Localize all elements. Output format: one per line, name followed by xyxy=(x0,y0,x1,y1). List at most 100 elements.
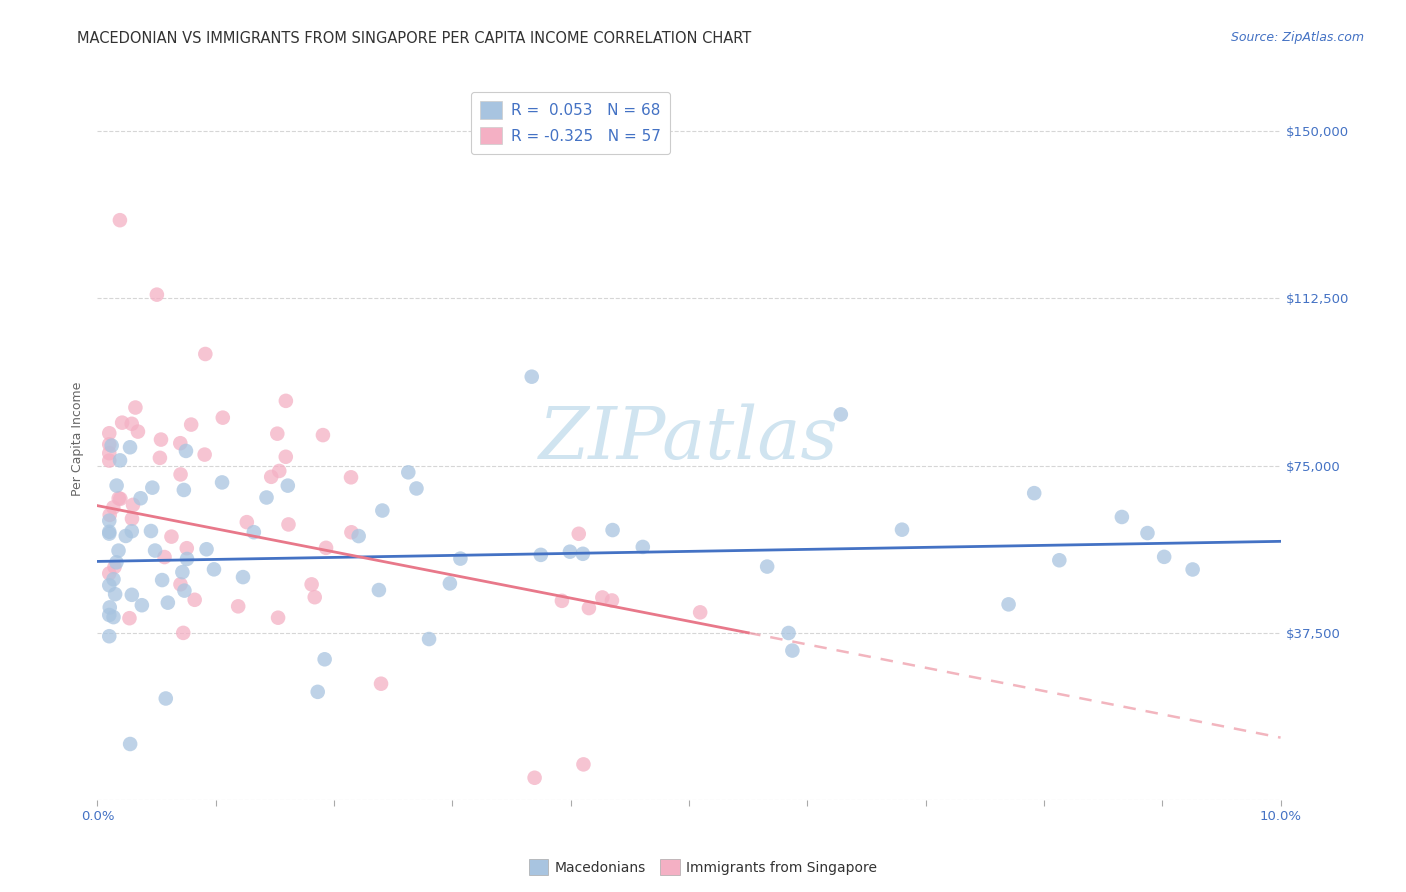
Point xyxy=(98,508,121,522)
Point xyxy=(118,611,141,625)
Point xyxy=(114,529,136,543)
Point xyxy=(131,598,153,612)
Point xyxy=(602,523,624,537)
Point xyxy=(315,541,337,555)
Point xyxy=(277,478,299,492)
Point xyxy=(105,478,128,492)
Point xyxy=(183,592,205,607)
Point xyxy=(98,437,121,451)
Point xyxy=(340,525,363,540)
Point xyxy=(194,448,217,462)
Point xyxy=(100,439,122,453)
Point xyxy=(891,523,914,537)
Point xyxy=(347,529,370,543)
Point xyxy=(194,347,217,361)
Point xyxy=(156,596,179,610)
Point xyxy=(121,512,143,526)
Point xyxy=(418,632,440,646)
Point xyxy=(107,491,129,506)
Point xyxy=(340,470,363,484)
Point xyxy=(195,542,218,557)
Point xyxy=(756,559,779,574)
Point xyxy=(1153,549,1175,564)
Point xyxy=(405,482,427,496)
Point xyxy=(232,570,254,584)
Text: Source: ZipAtlas.com: Source: ZipAtlas.com xyxy=(1230,31,1364,45)
Point xyxy=(150,573,173,587)
Point xyxy=(631,540,654,554)
Point xyxy=(124,401,146,415)
Point xyxy=(371,503,394,517)
Point xyxy=(121,417,143,431)
Point xyxy=(98,453,121,467)
Y-axis label: Per Capita Income: Per Capita Income xyxy=(72,382,84,496)
Point xyxy=(118,440,141,454)
Point xyxy=(105,555,128,569)
Point xyxy=(439,576,461,591)
Point xyxy=(98,524,121,539)
Point xyxy=(370,676,392,690)
Point xyxy=(211,410,233,425)
Point xyxy=(277,517,299,532)
Point xyxy=(578,601,600,615)
Point xyxy=(449,551,471,566)
Point xyxy=(176,552,198,566)
Point xyxy=(307,685,329,699)
Point xyxy=(1111,510,1133,524)
Point xyxy=(98,526,121,541)
Point xyxy=(155,691,177,706)
Point xyxy=(274,450,297,464)
Point xyxy=(778,626,800,640)
Point xyxy=(1047,553,1070,567)
Point xyxy=(169,577,191,591)
Point xyxy=(1181,562,1204,576)
Point xyxy=(121,588,143,602)
Point xyxy=(169,467,191,482)
Text: MACEDONIAN VS IMMIGRANTS FROM SINGAPORE PER CAPITA INCOME CORRELATION CHART: MACEDONIAN VS IMMIGRANTS FROM SINGAPORE … xyxy=(77,31,752,46)
Point xyxy=(173,583,195,598)
Point xyxy=(143,543,166,558)
Point xyxy=(782,643,804,657)
Point xyxy=(149,450,172,465)
Point xyxy=(98,600,121,615)
Point xyxy=(98,578,121,592)
Point xyxy=(104,587,127,601)
Point xyxy=(108,213,131,227)
Point xyxy=(1136,526,1159,541)
Legend: R =  0.053   N = 68, R = -0.325   N = 57: R = 0.053 N = 68, R = -0.325 N = 57 xyxy=(471,92,671,153)
Point xyxy=(202,562,225,576)
Point xyxy=(830,408,852,422)
Point xyxy=(103,560,125,574)
Point xyxy=(139,524,162,538)
Point xyxy=(591,591,613,605)
Point xyxy=(367,582,389,597)
Point xyxy=(174,444,197,458)
Point xyxy=(256,491,278,505)
Point xyxy=(520,369,543,384)
Point xyxy=(107,543,129,558)
Point xyxy=(120,737,142,751)
Point xyxy=(530,548,553,562)
Point xyxy=(150,433,173,447)
Point xyxy=(103,500,125,515)
Point xyxy=(103,572,125,586)
Point xyxy=(568,526,591,541)
Point xyxy=(98,426,121,441)
Point xyxy=(110,491,132,506)
Point xyxy=(160,530,183,544)
Point xyxy=(146,287,169,301)
Point xyxy=(274,393,297,408)
Point xyxy=(269,464,291,478)
Point xyxy=(129,491,152,506)
Point xyxy=(314,652,336,666)
Point xyxy=(267,610,290,624)
Point xyxy=(260,470,283,484)
Point xyxy=(121,524,143,539)
Point xyxy=(301,577,323,591)
Point xyxy=(180,417,202,432)
Point xyxy=(108,453,131,467)
Point xyxy=(98,566,121,581)
Point xyxy=(396,466,419,480)
Point xyxy=(558,544,581,558)
Point xyxy=(98,514,121,528)
